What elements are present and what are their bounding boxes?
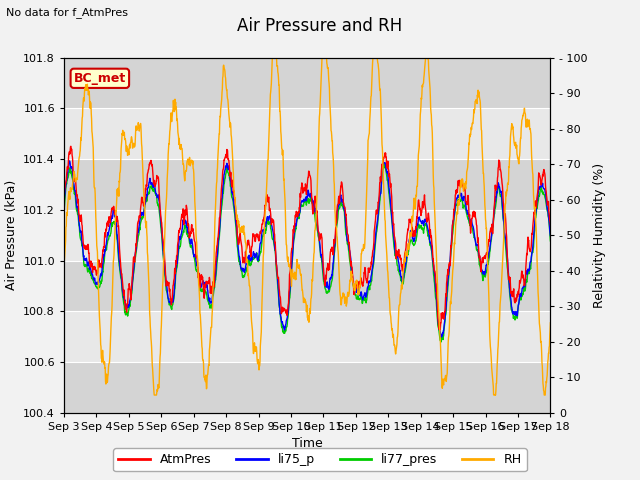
Y-axis label: Relativity Humidity (%): Relativity Humidity (%) [593, 163, 607, 308]
Bar [64, 210, 550, 261]
Bar [64, 312, 550, 362]
Text: Air Pressure and RH: Air Pressure and RH [237, 17, 403, 35]
Bar [64, 362, 550, 413]
Bar [64, 58, 550, 108]
X-axis label: Time: Time [292, 437, 323, 450]
Y-axis label: Air Pressure (kPa): Air Pressure (kPa) [4, 180, 18, 290]
Bar [64, 159, 550, 210]
Text: No data for f_AtmPres: No data for f_AtmPres [6, 7, 129, 18]
Bar [64, 261, 550, 312]
Text: BC_met: BC_met [74, 72, 126, 85]
Legend: AtmPres, li75_p, li77_pres, RH: AtmPres, li75_p, li77_pres, RH [113, 448, 527, 471]
Bar [64, 108, 550, 159]
